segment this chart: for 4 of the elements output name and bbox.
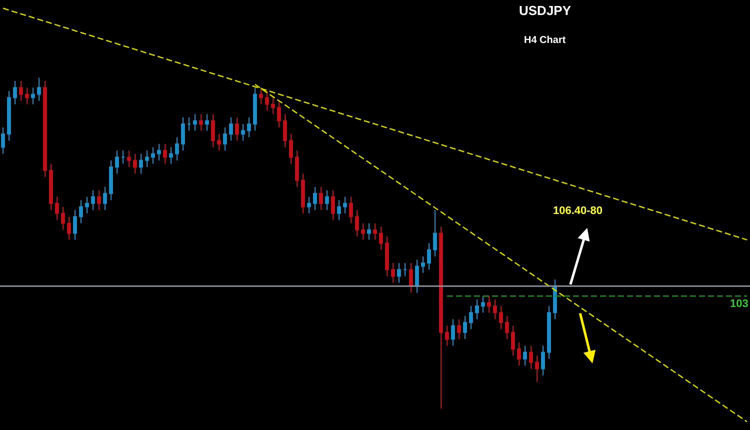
- annotation: 106.40-80: [553, 205, 603, 217]
- chart-title: USDJPY: [519, 3, 572, 18]
- annotation: 103: [730, 298, 748, 310]
- chart-subtitle: H4 Chart: [524, 35, 566, 46]
